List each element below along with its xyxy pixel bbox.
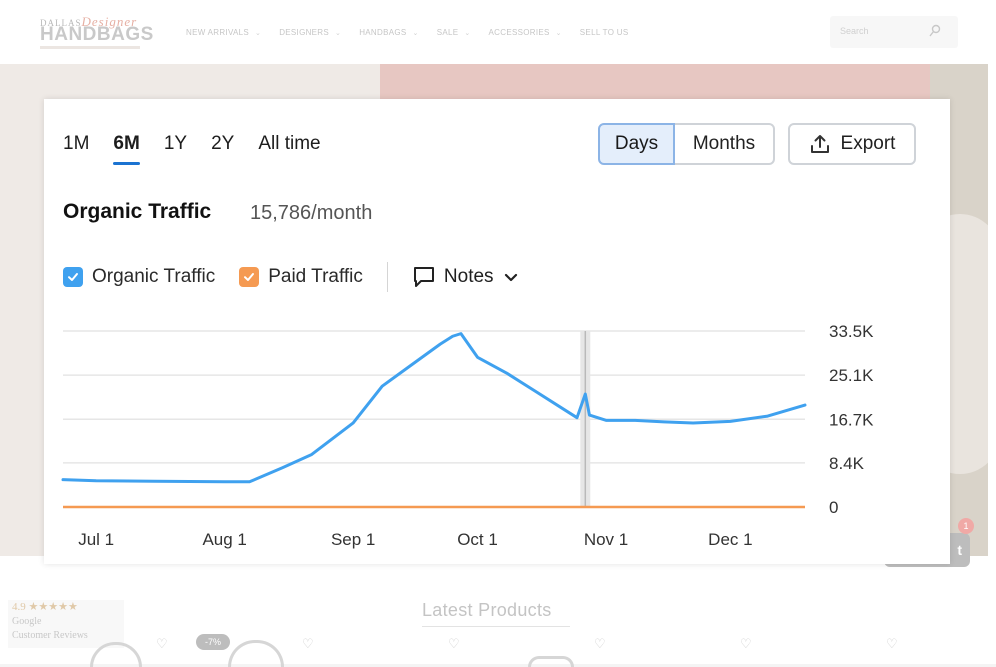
metric-value: 15,786/month <box>250 202 373 224</box>
organic-traffic-line <box>61 332 807 484</box>
comment-icon <box>413 267 434 287</box>
checkbox-checked-icon[interactable] <box>63 267 83 287</box>
metric-title: Organic Traffic <box>63 200 212 223</box>
x-tick-label: Oct 1 <box>457 530 498 549</box>
google-reviews-badge[interactable]: 4.9 ★★★★★ Google Customer Reviews <box>8 600 124 648</box>
wishlist-heart-icon[interactable]: ♡ <box>886 636 898 651</box>
x-tick-label: Aug 1 <box>202 530 246 549</box>
days-button[interactable]: Days <box>598 123 675 165</box>
wishlist-heart-icon[interactable]: ♡ <box>448 636 460 651</box>
checkbox-checked-icon[interactable] <box>239 267 260 287</box>
range-2y[interactable]: 2Y <box>211 133 235 154</box>
months-button[interactable]: Months <box>675 123 775 165</box>
range-6m[interactable]: 6M <box>113 133 141 165</box>
range-1y[interactable]: 1Y <box>163 133 188 154</box>
chevron-down-icon: ⌄ <box>255 29 262 37</box>
y-tick-label: 8.4K <box>829 454 865 473</box>
x-tick-label: Dec 1 <box>708 530 752 549</box>
x-tick-label: Sep 1 <box>331 530 375 549</box>
chevron-down-icon: ⌄ <box>335 29 342 37</box>
site-logo[interactable]: DALLASDesigner HANDBAGS <box>40 12 153 52</box>
chart-legend: Organic Traffic Paid Traffic Notes <box>63 262 528 292</box>
legend-paid-traffic[interactable]: Paid Traffic <box>239 266 363 288</box>
export-button[interactable]: Export <box>788 123 916 165</box>
nav-designers[interactable]: DESIGNERS ⌄ <box>279 28 342 37</box>
chat-notification-badge: 1 <box>958 518 974 534</box>
chevron-down-icon: ⌄ <box>464 29 471 37</box>
granularity-toggle: Days Months <box>598 123 775 165</box>
site-header: DALLASDesigner HANDBAGS NEW ARRIVALS ⌄ DE… <box>0 0 996 64</box>
product-image[interactable] <box>528 656 574 667</box>
main-nav: NEW ARRIVALS ⌄ DESIGNERS ⌄ HANDBAGS ⌄ SALE ⌄… <box>186 28 646 37</box>
wishlist-heart-icon[interactable]: ♡ <box>740 636 752 651</box>
wishlist-heart-icon[interactable]: ♡ <box>302 636 314 651</box>
range-1m[interactable]: 1M <box>63 133 90 154</box>
nav-new-arrivals[interactable]: NEW ARRIVALS ⌄ <box>186 28 262 37</box>
date-range-tabs: 1M 6M 1Y 2Y All time <box>63 133 345 165</box>
x-tick-label: Jul 1 <box>78 530 114 549</box>
y-tick-label: 25.1K <box>829 366 874 385</box>
y-tick-label: 33.5K <box>829 322 874 341</box>
latest-products-heading: Latest Products <box>422 600 552 620</box>
nav-handbags[interactable]: HANDBAGS ⌄ <box>359 28 419 37</box>
legend-divider <box>386 262 388 292</box>
products-section <box>0 556 988 664</box>
notes-dropdown[interactable]: Notes <box>412 265 528 289</box>
legend-organic-traffic[interactable]: Organic Traffic <box>63 266 215 288</box>
wishlist-heart-icon[interactable]: ♡ <box>156 636 168 651</box>
chevron-down-icon: ⌄ <box>412 29 419 37</box>
chevron-down-icon <box>504 273 517 282</box>
traffic-chart-card: 1M 6M 1Y 2Y All time Days Months Export … <box>44 99 950 564</box>
nav-accessories[interactable]: ACCESSORIES ⌄ <box>488 28 562 37</box>
nav-sale[interactable]: SALE ⌄ <box>436 28 471 37</box>
search-input[interactable]: Search <box>830 16 958 48</box>
range-all-time[interactable]: All time <box>258 133 321 154</box>
x-tick-label: Nov 1 <box>584 530 628 549</box>
search-icon[interactable] <box>929 24 941 38</box>
chevron-down-icon: ⌄ <box>555 29 562 37</box>
nav-sell-to-us[interactable]: SELL TO US <box>579 28 629 37</box>
y-tick-label: 16.7K <box>829 410 874 429</box>
upload-icon <box>810 135 829 153</box>
discount-badge: -7% <box>196 634 230 650</box>
organic-traffic-chart: 33.5K 25.1K 16.7K 8.4K 0 Jul 1 Aug 1 Sep 1 Oct 1… <box>61 322 874 549</box>
wishlist-heart-icon[interactable]: ♡ <box>594 636 606 651</box>
y-tick-label: 0 <box>829 498 838 517</box>
